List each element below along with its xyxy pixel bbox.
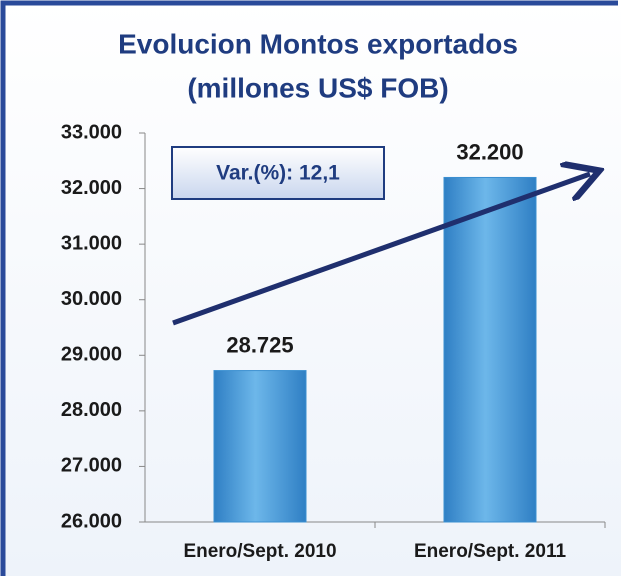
trend-arrow [172, 174, 590, 326]
value-label: 28.725 [226, 332, 293, 357]
y-tick-label: 33.000 [61, 121, 122, 143]
x-tick-label: Enero/Sept. 2011 [414, 541, 567, 562]
y-tick-label: 28.000 [61, 399, 122, 421]
bar [213, 370, 307, 523]
annotation-box [171, 146, 385, 200]
bar [443, 176, 537, 523]
y-tick-label: 26.000 [61, 510, 122, 532]
y-tick-label: 27.000 [61, 455, 122, 477]
y-tick-label: 31.000 [61, 232, 122, 254]
chart-subtitle: (millones US$ FOB) [187, 72, 448, 103]
y-tick-label: 29.000 [61, 344, 122, 366]
y-tick-label: 32.000 [61, 177, 122, 199]
value-label: 32.200 [456, 139, 523, 164]
y-tick-label: 30.000 [61, 288, 122, 310]
x-tick-label: Enero/Sept. 2010 [183, 541, 336, 562]
annotation: Var.(%): 12,1 [216, 162, 340, 185]
chart-title: Evolucion Montos exportados [118, 28, 518, 59]
